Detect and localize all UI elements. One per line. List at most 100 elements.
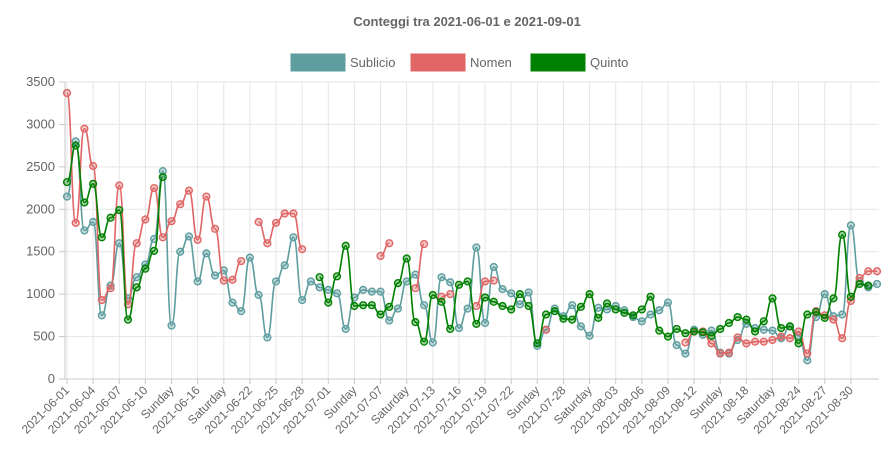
data-point-quinto [750,327,760,336]
data-point-nomen [184,186,194,195]
series-nomen [62,88,882,358]
data-point-quinto [698,328,707,337]
data-point-nomen [829,315,838,324]
data-point-nomen [158,233,167,242]
data-point-sublicio [576,322,585,331]
data-point-nomen [271,218,281,227]
data-point-quinto [663,332,673,341]
data-point-nomen [872,267,882,276]
data-point-sublicio [480,318,490,328]
data-point-quinto [811,307,821,317]
legend-label-nomen: Nomen [470,55,512,70]
data-point-sublicio [306,277,315,286]
y-tick-label: 500 [33,329,55,344]
data-point-sublicio [324,285,333,295]
data-point-quinto [62,178,72,187]
data-point-nomen [794,327,803,336]
y-tick-label: 0 [48,371,55,386]
data-point-sublicio [803,356,812,365]
legend: Sublicio Nomen Quinto [290,53,628,72]
data-point-nomen [80,124,89,133]
data-point-nomen [489,276,498,285]
data-point-sublicio [489,262,498,272]
series-line-nomen [258,212,303,250]
data-point-quinto [846,292,855,301]
data-point-quinto [498,301,507,311]
data-point-nomen [707,339,716,348]
data-point-sublicio [498,284,507,294]
data-point-quinto [629,311,638,320]
data-point-nomen [777,332,786,341]
data-point-quinto [428,290,437,300]
data-point-quinto [71,141,80,150]
data-point-sublicio [210,271,220,280]
data-point-sublicio [193,277,202,286]
data-point-sublicio [176,247,185,256]
data-point-quinto [472,319,481,328]
data-point-sublicio [655,306,664,315]
data-point-quinto [376,310,385,319]
data-point-nomen [768,335,777,345]
legend-swatch-nomen [410,53,466,72]
data-point-nomen [210,224,220,233]
data-point-quinto [141,264,150,273]
data-point-quinto [724,318,734,328]
data-point-quinto [611,305,620,314]
chart-title: Conteggi tra 2021-06-01 e 2021-09-01 [353,14,581,29]
data-point-sublicio [646,310,655,319]
series-quinto [62,141,873,348]
data-point-quinto [149,246,159,255]
data-point-quinto [820,313,829,323]
data-point-quinto [480,293,490,302]
data-point-quinto [402,254,411,263]
data-point-quinto [759,317,768,326]
data-point-nomen [141,215,150,224]
data-point-nomen [263,239,272,248]
data-point-quinto [689,327,699,336]
data-point-quinto [620,308,629,317]
data-point-sublicio [298,295,307,305]
data-point-quinto [576,302,585,311]
data-point-quinto [637,305,646,314]
data-point-nomen [803,349,812,358]
data-point-sublicio [759,325,768,334]
data-point-sublicio [820,290,829,299]
data-point-sublicio [463,304,472,313]
series-line-nomen [414,243,425,289]
data-point-nomen [280,209,289,218]
data-point-quinto [315,273,324,282]
data-point-quinto [550,307,559,316]
data-point-quinto [838,230,847,239]
data-point-nomen [472,301,481,311]
data-point-sublicio [263,333,272,342]
data-point-nomen [742,339,751,348]
legend-label-sublicio: Sublicio [350,55,396,70]
data-point-nomen [149,183,159,193]
data-point-quinto [324,298,333,307]
data-point-nomen [71,218,80,227]
data-point-nomen [750,337,760,346]
data-point-quinto [367,301,376,310]
data-point-nomen [115,181,124,190]
data-point-sublicio [271,277,281,286]
data-point-quinto [132,283,141,292]
data-point-sublicio [768,326,777,335]
data-point-sublicio [132,273,141,282]
data-point-quinto [341,241,350,250]
series-line-nomen [66,92,242,306]
data-point-nomen [228,275,237,284]
data-point-sublicio [846,221,855,230]
data-point-nomen [176,200,185,209]
data-point-nomen [385,239,394,248]
data-point-nomen [446,290,455,299]
data-point-sublicio [289,233,298,242]
data-point-sublicio [237,307,246,316]
series-line-nomen [380,242,390,257]
y-tick-label: 1000 [26,286,55,301]
data-point-sublicio [158,167,167,176]
data-point-quinto [385,302,394,311]
data-point-quinto [602,299,612,308]
data-point-quinto [359,301,368,310]
data-point-nomen [541,325,551,334]
